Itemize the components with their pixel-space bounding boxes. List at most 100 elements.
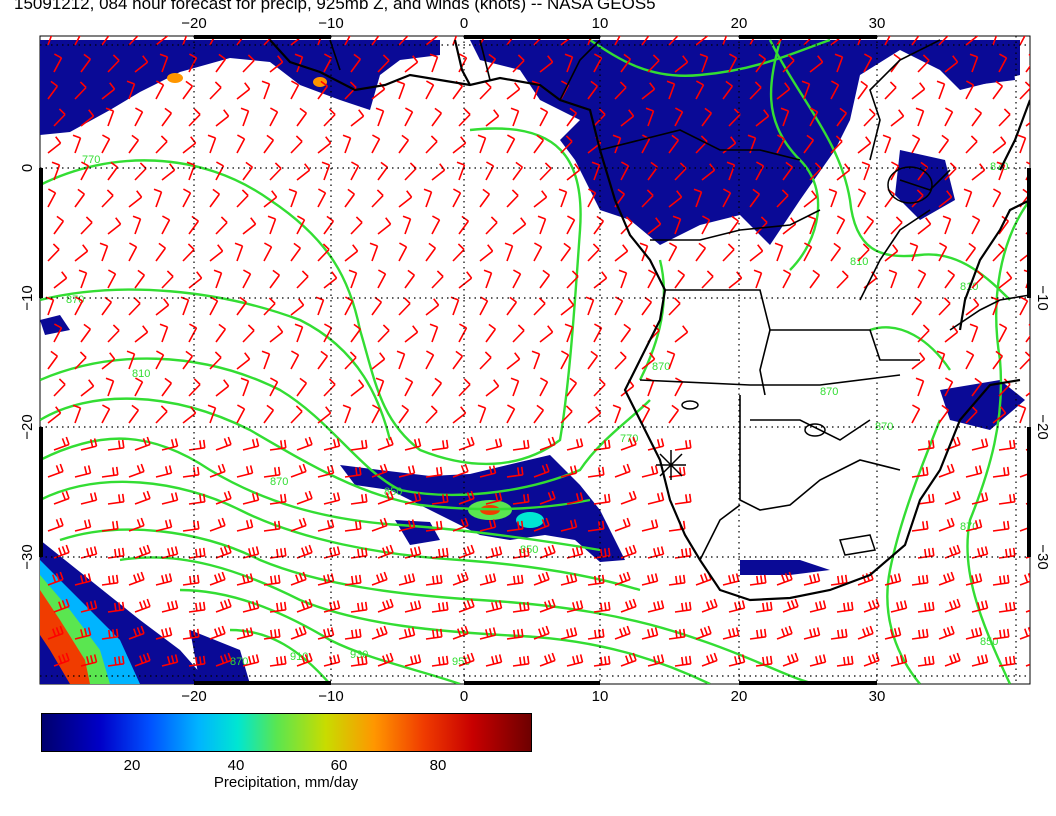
wind-barb bbox=[290, 625, 307, 640]
wind-barb bbox=[209, 625, 226, 640]
wind-barb bbox=[641, 627, 659, 640]
wind-barb bbox=[674, 107, 684, 127]
wind-barb bbox=[236, 82, 251, 100]
wind-barb bbox=[560, 405, 573, 424]
wind-barb bbox=[593, 108, 606, 127]
wind-barb bbox=[917, 54, 930, 73]
wind-barb bbox=[587, 628, 605, 640]
wind-barb bbox=[182, 628, 200, 640]
colorbar-tick-label: 60 bbox=[330, 757, 348, 774]
wind-barb bbox=[587, 80, 599, 100]
wind-barb bbox=[404, 438, 422, 451]
wind-barb bbox=[560, 350, 570, 370]
wind-barb bbox=[269, 107, 279, 127]
wind-barb bbox=[614, 244, 629, 262]
wind-barb bbox=[107, 439, 125, 451]
wind-barb bbox=[809, 107, 819, 127]
wind-barb bbox=[107, 547, 125, 559]
wind-barb bbox=[80, 379, 95, 397]
wind-barb bbox=[1025, 391, 1030, 397]
wind-barb bbox=[53, 652, 70, 667]
wind-barb bbox=[72, 404, 82, 424]
wind-barb bbox=[290, 350, 300, 370]
wind-barb bbox=[647, 438, 665, 451]
wind-barb bbox=[375, 377, 385, 397]
wind-barb bbox=[290, 80, 300, 100]
wind-barb bbox=[209, 571, 226, 586]
wind-barb bbox=[323, 271, 338, 289]
wind-barb bbox=[234, 242, 244, 262]
wind-barb bbox=[47, 463, 64, 478]
wind-barb bbox=[992, 136, 1007, 154]
wind-barb bbox=[506, 520, 524, 532]
right-latitude-labels: −10 −20 −30 bbox=[1034, 285, 1051, 569]
wind-barb bbox=[728, 53, 738, 73]
wind-barb bbox=[506, 628, 524, 640]
wind-barb bbox=[587, 520, 605, 532]
wind-barb bbox=[641, 189, 654, 208]
wind-barb bbox=[269, 325, 284, 343]
wind-barb bbox=[348, 269, 358, 289]
wind-barb bbox=[188, 108, 201, 127]
wind-barb bbox=[674, 439, 692, 451]
wind-barb bbox=[566, 163, 581, 181]
wind-barb bbox=[350, 53, 362, 73]
lon-tick-label: 30 bbox=[869, 688, 886, 705]
wind-barb bbox=[701, 652, 718, 667]
wind-barb bbox=[452, 350, 464, 370]
wind-barb bbox=[182, 80, 194, 100]
wind-barb bbox=[911, 404, 921, 424]
wind-barb bbox=[992, 36, 998, 46]
wind-barb bbox=[479, 519, 497, 532]
wind-barb bbox=[101, 352, 116, 370]
wind-barb bbox=[161, 163, 176, 181]
lat-tick-label: 0 bbox=[19, 164, 36, 172]
wind-barb bbox=[107, 601, 125, 613]
wind-barb bbox=[620, 109, 635, 127]
wind-barb bbox=[53, 323, 63, 343]
bottom-longitude-labels: −20 −10 0 10 20 30 bbox=[181, 688, 885, 705]
wind-barb bbox=[830, 628, 848, 640]
wind-barb bbox=[971, 438, 989, 451]
wind-barb bbox=[431, 107, 443, 127]
wind-barb bbox=[215, 436, 232, 451]
wind-barb bbox=[512, 269, 522, 289]
wind-barb bbox=[510, 107, 520, 127]
wind-barb bbox=[857, 571, 874, 586]
wind-barb bbox=[263, 628, 281, 640]
wind-barb bbox=[350, 379, 365, 397]
wind-barb bbox=[452, 188, 462, 208]
wind-barb bbox=[506, 466, 524, 478]
wind-barb bbox=[531, 350, 541, 370]
wind-barb bbox=[47, 188, 57, 208]
wind-barb bbox=[971, 270, 984, 289]
wind-barb bbox=[938, 463, 955, 478]
wind-barb bbox=[917, 217, 932, 235]
wind-barb bbox=[458, 490, 475, 505]
wind-barb bbox=[155, 135, 168, 154]
wind-barb bbox=[269, 601, 287, 613]
wind-barb bbox=[155, 80, 165, 100]
wind-barb bbox=[641, 465, 659, 478]
wind-barb bbox=[404, 325, 419, 343]
wind-barb bbox=[153, 188, 163, 208]
wind-barb bbox=[458, 652, 475, 667]
wind-barb bbox=[80, 53, 92, 73]
wind-barb bbox=[776, 134, 786, 154]
wind-barb bbox=[290, 517, 307, 532]
wind-barb bbox=[668, 404, 680, 424]
wind-barb bbox=[863, 53, 873, 73]
wind-barb bbox=[566, 270, 579, 289]
wind-barb bbox=[344, 36, 351, 46]
wind-barb bbox=[209, 244, 224, 262]
wind-barb bbox=[80, 161, 90, 181]
wind-barb bbox=[915, 107, 925, 127]
wind-barb bbox=[566, 654, 584, 667]
wind-barb bbox=[614, 625, 631, 640]
wind-barb bbox=[377, 269, 387, 289]
wind-barb bbox=[938, 517, 955, 532]
wind-barb bbox=[350, 161, 360, 181]
wind-barb bbox=[1025, 53, 1030, 73]
wind-barb bbox=[512, 161, 524, 181]
wind-barb bbox=[236, 627, 254, 640]
